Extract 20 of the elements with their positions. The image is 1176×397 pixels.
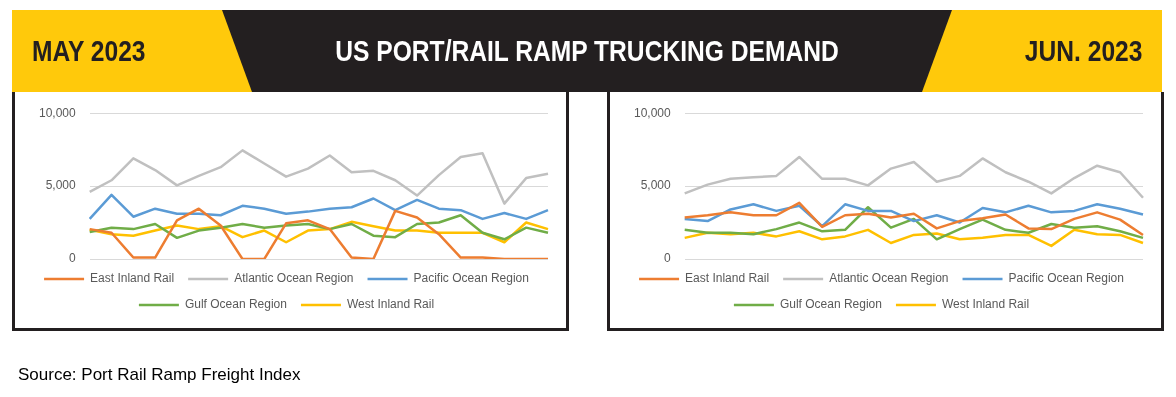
legend-label: Atlantic Ocean Region <box>234 271 354 286</box>
legend-label: Atlantic Ocean Region <box>829 271 949 286</box>
y-tick-label: 10,000 <box>39 105 77 120</box>
legend-label: East Inland Rail <box>685 271 770 286</box>
legend-label: Pacific Ocean Region <box>413 271 529 286</box>
y-tick-label: 5,000 <box>640 178 672 193</box>
y-tick-label: 5,000 <box>45 178 77 193</box>
chart-subtitle: MAY 2023 <box>32 33 146 69</box>
chart-subtitle: JUN. 2023 <box>1024 33 1142 69</box>
source-note: Source: Port Rail Ramp Freight Index <box>18 365 301 385</box>
legend-label: Pacific Ocean Region <box>1008 271 1124 286</box>
chart-title: US PORT/RAIL RAMP TRUCKING DEMAND <box>335 34 839 67</box>
y-tick-label: 0 <box>664 251 672 266</box>
legend-label: Gulf Ocean Region <box>184 297 287 312</box>
y-tick-label: 10,000 <box>634 105 672 120</box>
y-tick-label: 0 <box>69 251 77 266</box>
legend-label: East Inland Rail <box>90 271 175 286</box>
legend-label: West Inland Rail <box>941 297 1030 312</box>
legend-label: West Inland Rail <box>346 297 435 312</box>
legend-label: Gulf Ocean Region <box>779 297 882 312</box>
